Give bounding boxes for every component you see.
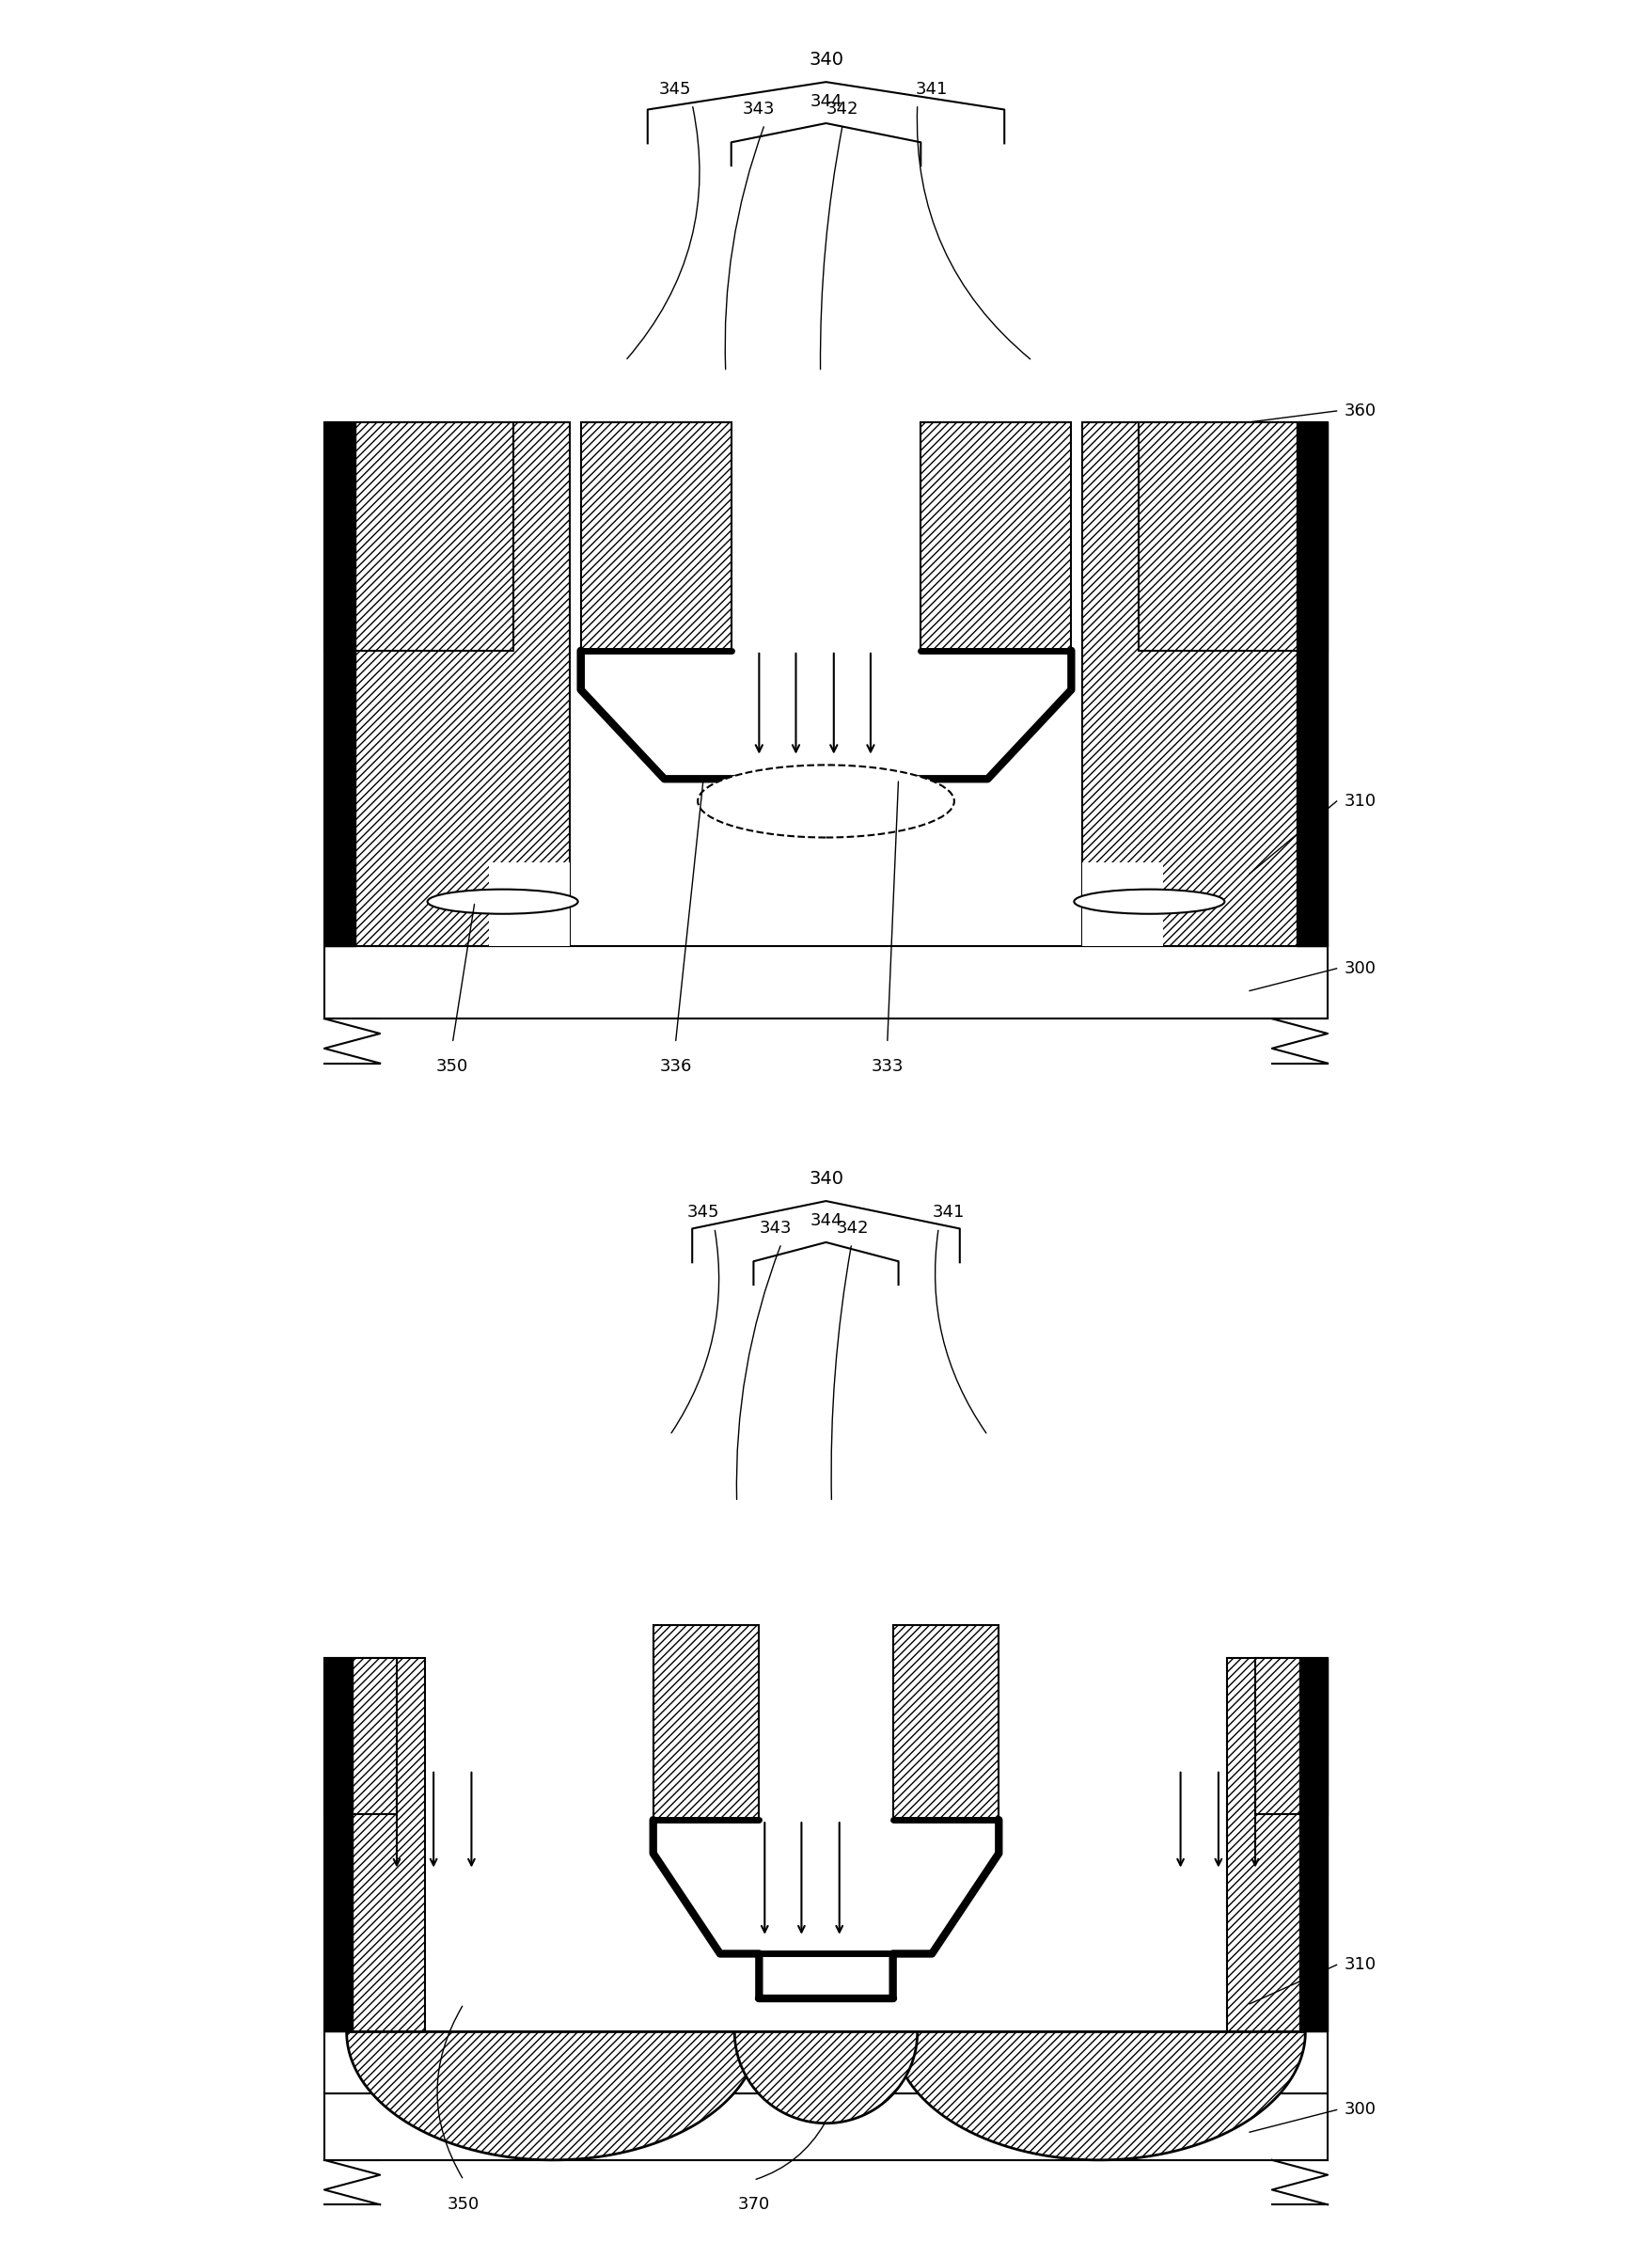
Bar [324,2094,1328,2159]
Bar [324,1659,425,2031]
Text: 300: 300 [1345,2101,1376,2119]
Text: 342: 342 [826,101,859,117]
Text: 344: 344 [809,1213,843,1229]
Bar [324,1659,396,1814]
Text: 341: 341 [915,81,948,99]
Text: 310: 310 [1345,794,1376,809]
Bar [324,421,355,946]
Bar [489,863,570,946]
Bar [1300,1659,1328,2031]
Ellipse shape [428,890,578,915]
Polygon shape [347,2031,760,2159]
Text: 340: 340 [808,1170,844,1188]
Bar [324,421,514,650]
Ellipse shape [1074,890,1224,915]
Text: 310: 310 [1345,1957,1376,1973]
Text: 341: 341 [932,1204,965,1222]
Text: 300: 300 [1345,960,1376,978]
Bar [1138,421,1328,650]
Text: 340: 340 [808,52,844,70]
Bar [324,2031,1328,2094]
Bar [920,421,1070,650]
Ellipse shape [697,765,955,839]
Bar [653,1625,760,1821]
Text: 345: 345 [687,1204,720,1222]
Text: 343: 343 [743,101,775,117]
Bar [1227,1659,1328,2031]
Bar [324,421,570,946]
Text: 370: 370 [737,2195,770,2213]
Bar [582,421,732,650]
Polygon shape [735,2031,917,2123]
Text: 336: 336 [659,1058,692,1074]
Text: 350: 350 [448,2195,479,2213]
Text: 343: 343 [760,1220,791,1238]
Bar [324,1659,352,2031]
Bar [1082,421,1328,946]
Text: 342: 342 [836,1220,869,1238]
Text: 345: 345 [659,81,692,99]
Bar [1082,863,1163,946]
Text: 333: 333 [871,1058,904,1074]
Polygon shape [892,2031,1305,2159]
Text: 344: 344 [809,92,843,110]
Bar [1256,1659,1328,1814]
Text: 360: 360 [1345,404,1376,419]
Text: 350: 350 [436,1058,469,1074]
Bar [1297,421,1328,946]
Bar [892,1625,999,1821]
Bar [324,946,1328,1018]
